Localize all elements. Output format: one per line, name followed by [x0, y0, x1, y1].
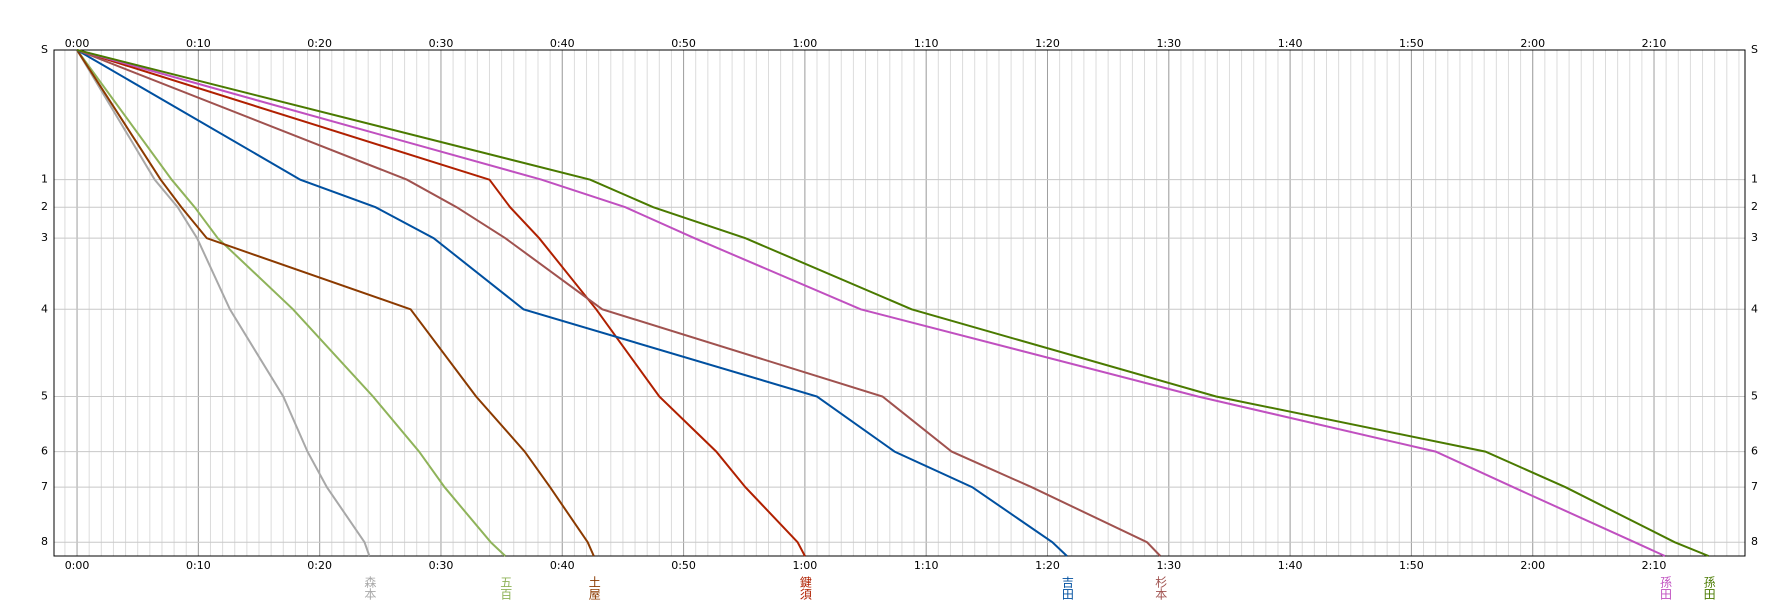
- x-tick-label: 0:10: [186, 37, 211, 50]
- x-tick-label: 1:20: [1035, 37, 1060, 50]
- x-tick-label: 1:50: [1399, 37, 1424, 50]
- y-tick-label: S: [1751, 43, 1758, 56]
- x-tick-label: 0:00: [65, 37, 90, 50]
- runner-name: 鍵須賀: [798, 575, 812, 600]
- y-tick-label: 6: [1751, 445, 1758, 458]
- x-tick-label: 0:20: [307, 37, 332, 50]
- y-tick-label: 1: [41, 173, 48, 186]
- x-tick-label: 1:00: [793, 37, 818, 50]
- y-tick-label: 7: [1751, 480, 1758, 493]
- x-tick-label: 0:00: [65, 559, 90, 572]
- y-tick-label: S: [41, 43, 48, 56]
- y-tick-label: 8: [1751, 535, 1758, 548]
- x-tick-label: 1:10: [914, 37, 939, 50]
- y-tick-label: 1: [1751, 173, 1758, 186]
- y-tick-label: 3: [1751, 231, 1758, 244]
- runner-line: [76, 49, 1068, 557]
- x-tick-label: 1:40: [1278, 559, 1303, 572]
- y-tick-label: 3: [41, 231, 48, 244]
- y-tick-label: 6: [41, 445, 48, 458]
- runner-line: [76, 49, 595, 557]
- x-tick-label: 2:00: [1520, 37, 1545, 50]
- y-tick-label: 4: [41, 302, 48, 315]
- runner-name: 杉本健: [1154, 576, 1168, 600]
- x-tick-label: 1:20: [1035, 559, 1060, 572]
- x-tick-label: 1:10: [914, 559, 939, 572]
- x-tick-label: 0:10: [186, 559, 211, 572]
- runner-line: [76, 49, 806, 557]
- runner-name: 森本洋: [363, 575, 377, 600]
- x-tick-label: 0:50: [671, 559, 696, 572]
- x-tick-label: 2:10: [1642, 559, 1667, 572]
- x-tick-label: 0:50: [671, 37, 696, 50]
- x-tick-label: 0:20: [307, 559, 332, 572]
- runner-line: [76, 49, 1162, 557]
- x-tick-label: 0:40: [550, 559, 575, 572]
- runner-name: 吉田弘: [1060, 576, 1074, 600]
- plot-frame: [53, 49, 1746, 557]
- y-tick-label: 4: [1751, 302, 1758, 315]
- y-tick-label: 2: [1751, 200, 1758, 213]
- x-tick-label: 1:00: [793, 559, 818, 572]
- runner-line: [76, 49, 1666, 557]
- runner-name: 孫田三: [1658, 576, 1672, 600]
- x-tick-label: 1:30: [1156, 37, 1181, 50]
- y-tick-label: 2: [41, 200, 48, 213]
- y-tick-label: 7: [41, 480, 48, 493]
- y-tick-label: 8: [41, 535, 48, 548]
- x-tick-label: 2:10: [1642, 37, 1667, 50]
- x-tick-label: 0:30: [429, 37, 454, 50]
- x-tick-label: 0:30: [429, 559, 454, 572]
- x-tick-label: 1:50: [1399, 559, 1424, 572]
- runner-name: 孫田照: [1702, 576, 1716, 600]
- x-tick-label: 1:30: [1156, 559, 1181, 572]
- y-tick-label: 5: [1751, 390, 1758, 403]
- runner-line: [76, 49, 506, 557]
- x-tick-label: 1:40: [1278, 37, 1303, 50]
- runner-line: [76, 49, 371, 557]
- runner-line: [76, 49, 1709, 557]
- x-tick-label: 0:40: [550, 37, 575, 50]
- runner-name: 土屋武: [587, 576, 601, 600]
- runner-name: 五百倉: [499, 576, 513, 600]
- x-tick-label: 2:00: [1520, 559, 1545, 572]
- y-tick-label: 5: [41, 390, 48, 403]
